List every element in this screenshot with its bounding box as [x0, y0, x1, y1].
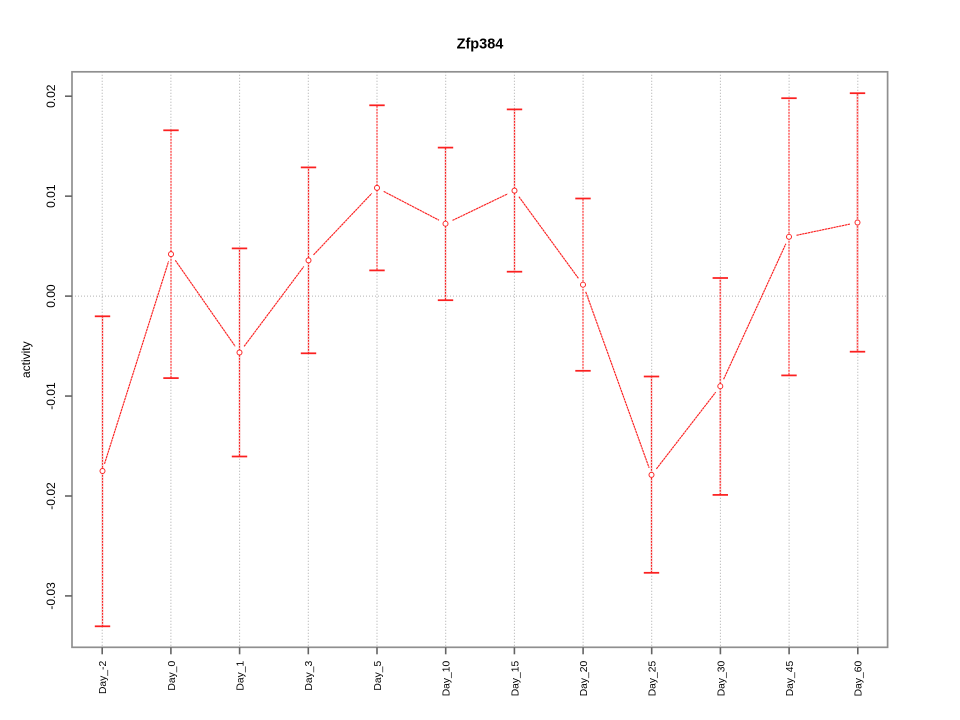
svg-text:Day_1: Day_1	[236, 661, 247, 691]
svg-text:0.02: 0.02	[44, 84, 58, 108]
svg-text:Day_0: Day_0	[167, 661, 178, 691]
svg-text:Day_30: Day_30	[716, 661, 727, 697]
svg-text:0.00: 0.00	[44, 284, 58, 308]
svg-text:Day_25: Day_25	[648, 661, 659, 697]
svg-text:activity: activity	[19, 341, 33, 378]
svg-text:-0.03: -0.03	[44, 582, 58, 610]
svg-text:Day_5: Day_5	[373, 661, 384, 691]
svg-text:Day_-2: Day_-2	[98, 661, 109, 694]
svg-text:Day_60: Day_60	[854, 661, 865, 697]
svg-text:Zfp384: Zfp384	[457, 37, 504, 53]
svg-text:0.01: 0.01	[44, 184, 58, 208]
svg-text:Day_15: Day_15	[510, 661, 521, 697]
svg-text:Day_45: Day_45	[785, 661, 796, 697]
svg-text:Day_10: Day_10	[442, 661, 453, 697]
svg-text:-0.01: -0.01	[44, 382, 58, 410]
svg-text:Day_3: Day_3	[304, 661, 315, 691]
svg-text:Day_20: Day_20	[579, 661, 590, 697]
svg-text:-0.02: -0.02	[44, 482, 58, 510]
